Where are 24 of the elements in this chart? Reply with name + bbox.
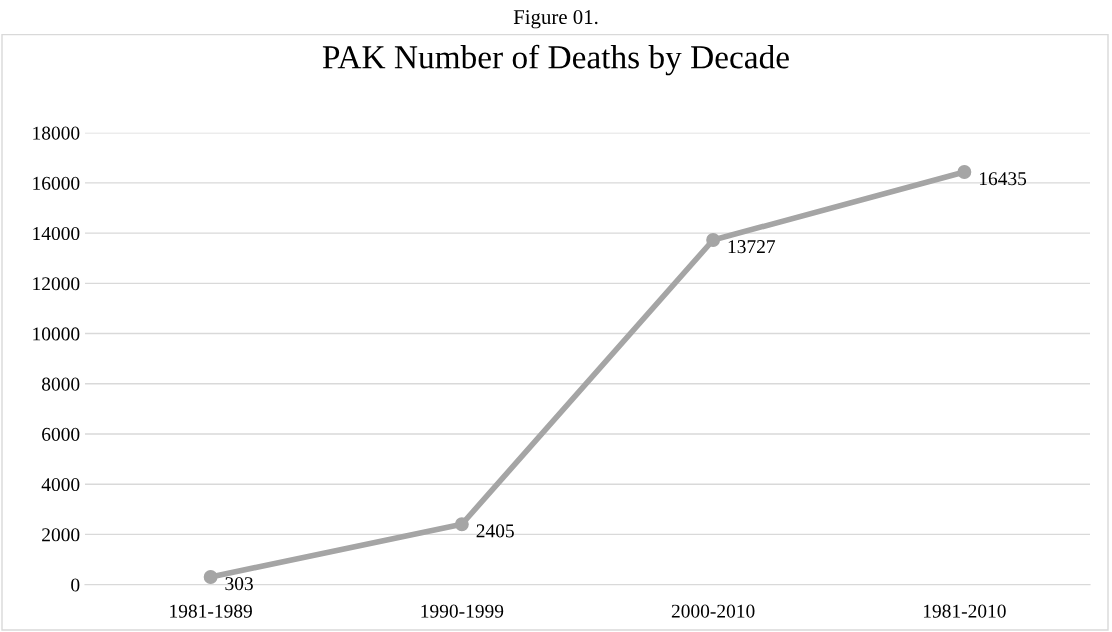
- data-label: 16435: [979, 172, 1027, 186]
- data-label: 303: [225, 577, 253, 591]
- y-tick-label: 8000: [41, 377, 80, 391]
- y-tick-label: 16000: [33, 176, 80, 190]
- y-tick-label: 6000: [42, 427, 80, 441]
- y-tick-label: 18000: [33, 126, 80, 140]
- data-label: 2405: [476, 524, 514, 538]
- y-tick-label: 12000: [33, 277, 80, 291]
- data-label: 13727: [728, 240, 776, 254]
- caption: Figure 01.: [513, 10, 598, 29]
- y-tick-label: 14000: [33, 226, 80, 241]
- x-tick-label: 1981-1989: [170, 604, 252, 618]
- chart-title: PAK Number of Deaths by Decade: [322, 44, 789, 76]
- point: [454, 517, 469, 532]
- y-tick-label: 10000: [33, 327, 80, 341]
- point: [957, 165, 972, 179]
- y-tick-label: 4000: [41, 478, 80, 492]
- x-tick-label: 2000-2010: [671, 604, 755, 618]
- x-tick-label: 1990-1999: [421, 604, 504, 618]
- y-tick-label: 2000: [42, 528, 80, 542]
- point: [706, 233, 721, 247]
- point: [203, 570, 218, 584]
- x-tick-label: 1981-2010: [923, 604, 1006, 618]
- y-tick-label: 0: [71, 578, 80, 592]
